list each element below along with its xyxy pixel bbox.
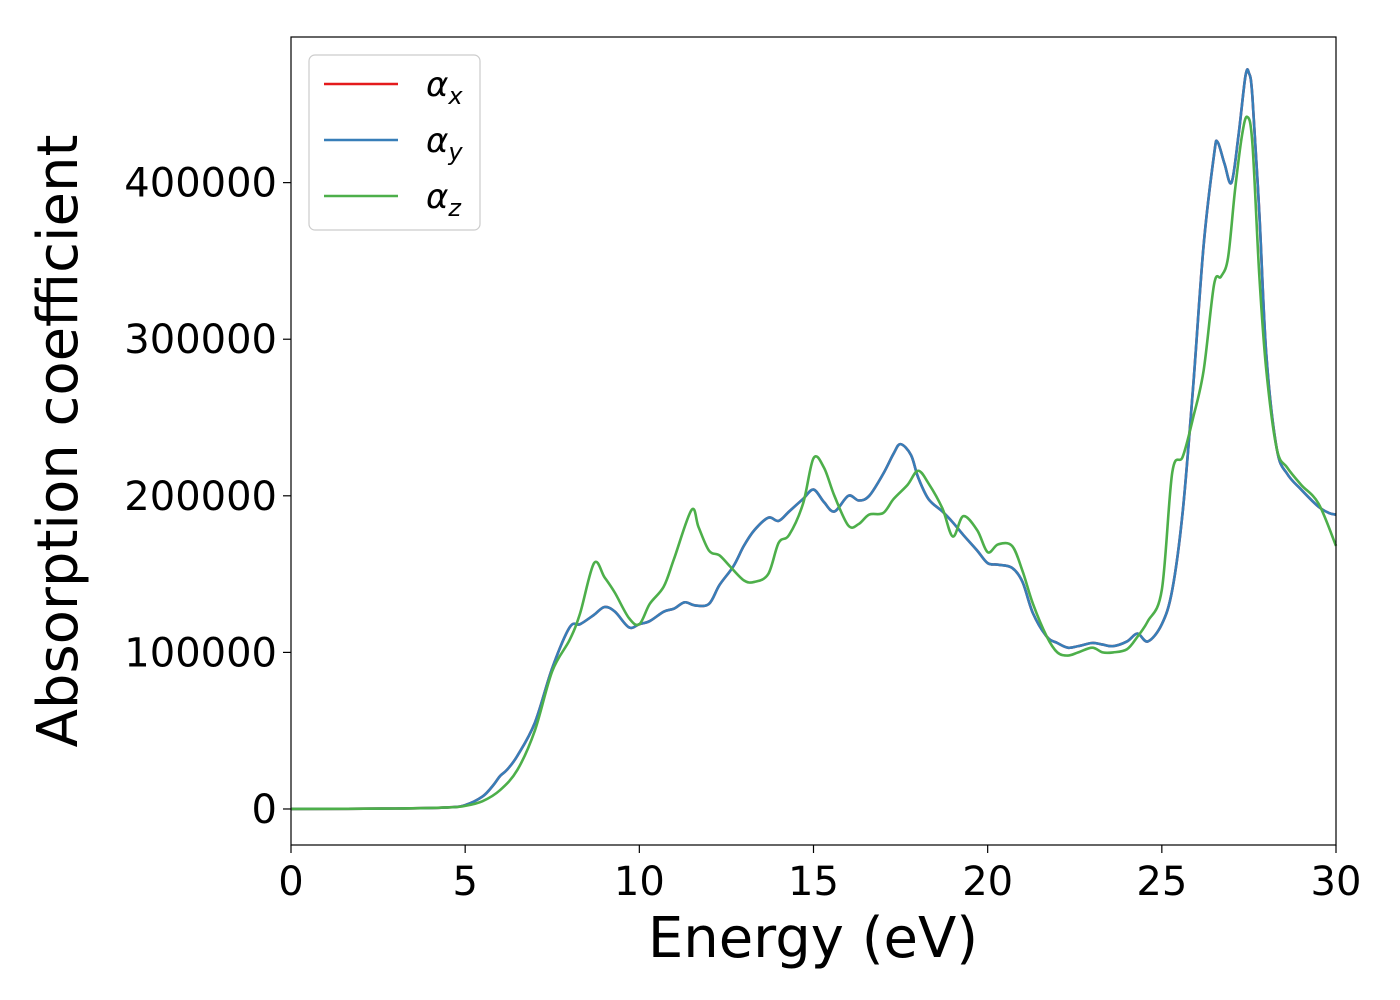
- x-tick-label: 5: [452, 859, 477, 905]
- x-tick-label: 0: [278, 859, 303, 905]
- x-tick-label: 20: [962, 859, 1013, 905]
- x-tick-label: 30: [1311, 859, 1362, 905]
- y-tick-label: 200000: [124, 474, 277, 520]
- y-tick-label: 300000: [124, 317, 277, 363]
- y-tick-label: 0: [252, 787, 277, 833]
- y-tick-label: 100000: [124, 630, 277, 676]
- y-axis-title: Absorption coefficient: [26, 135, 91, 748]
- x-tick-label: 25: [1136, 859, 1187, 905]
- y-tick-label: 400000: [124, 161, 277, 207]
- x-tick-label: 15: [788, 859, 839, 905]
- legend-box: [308, 54, 481, 231]
- y-axis-ticks: 0 100000 200000 300000 400000: [124, 161, 291, 833]
- x-tick-label: 10: [614, 859, 665, 905]
- series-line-y: [290, 68, 1337, 811]
- series-line-z: [290, 115, 1338, 811]
- x-axis-title: Energy (eV): [648, 906, 978, 971]
- x-axis-ticks: 0 5 10 15 20 25 30: [278, 845, 1361, 905]
- series-lines: [290, 68, 1338, 811]
